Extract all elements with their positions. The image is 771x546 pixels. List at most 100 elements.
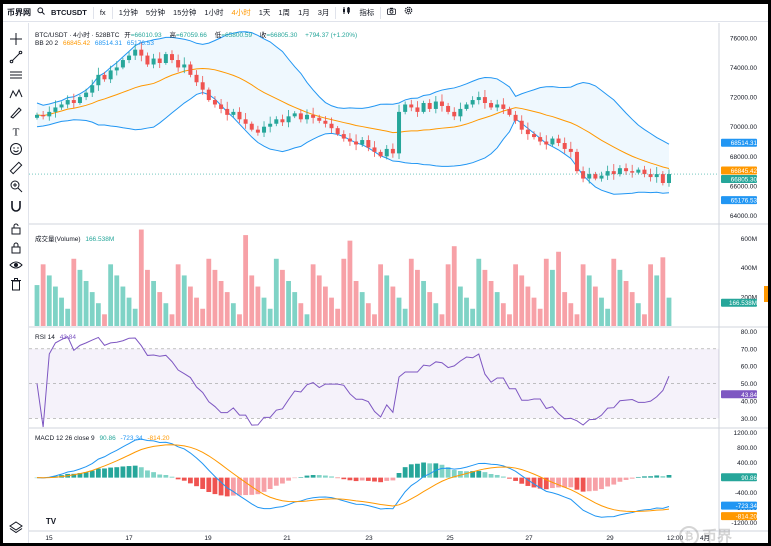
volume-bar: [642, 314, 647, 326]
macd-hist-bar: [83, 472, 89, 478]
trendline-icon[interactable]: [9, 50, 23, 64]
zoom-in-icon[interactable]: [9, 179, 23, 193]
tv-logo[interactable]: TV: [43, 514, 59, 528]
interval-4[interactable]: 4小时: [231, 7, 251, 17]
macd-hist-bar: [120, 466, 126, 478]
emoji-icon[interactable]: [9, 142, 23, 156]
interval-3[interactable]: 1小时: [204, 7, 224, 17]
bb-lower-line: [36, 92, 670, 195]
interval-7[interactable]: 1月: [298, 7, 310, 17]
volume-bar: [396, 297, 402, 326]
change-value: +794.37 (+1.20%): [305, 32, 358, 39]
chart-area[interactable]: 76000.00 74000.00 72000.00 70000.00 68000.00…: [29, 23, 768, 543]
lock-drawing-icon[interactable]: [9, 222, 23, 236]
macd-hist-bar: [464, 471, 469, 478]
macd-hist-bar: [237, 477, 242, 496]
candle-body: [280, 119, 285, 123]
candle-body: [654, 174, 659, 178]
volume-bar: [53, 286, 58, 326]
layers-icon[interactable]: [9, 520, 23, 534]
candle-body: [35, 114, 39, 118]
price-axis-label: 76000.00: [730, 35, 757, 42]
search-icon[interactable]: [35, 4, 47, 22]
candle-body: [421, 103, 426, 112]
horizontal-lines-icon[interactable]: [9, 68, 23, 82]
pattern-icon[interactable]: [9, 87, 23, 101]
chart-canvas[interactable]: 76000.00 74000.00 72000.00 70000.00 68000.00…: [29, 23, 768, 543]
bb-band-fill: [37, 31, 669, 195]
macd-hist-bar: [525, 477, 531, 486]
volume-bar: [599, 297, 604, 326]
interval-2[interactable]: 15分钟: [173, 7, 197, 17]
volume-bar: [537, 308, 543, 326]
macd-hist-bar: [427, 463, 433, 478]
svg-text:T: T: [13, 127, 20, 139]
candle-body: [133, 49, 138, 56]
macd-hist-bar: [605, 477, 611, 487]
volume-axis-label: 600M: [741, 236, 757, 243]
macd-hist-bar: [292, 477, 298, 479]
interval-8[interactable]: 3月: [317, 7, 330, 17]
macd-hist-bar: [482, 472, 488, 478]
app-window: 币界网 BTCUSDT fx 1分钟 5分钟 15分钟 1小时 4小时 1天 1周 1月 3月 …: [3, 4, 768, 543]
ruler-icon[interactable]: [9, 161, 23, 175]
camera-icon[interactable]: [383, 4, 400, 22]
macd-hist-bar: [513, 477, 519, 481]
pane-collapse-handle[interactable]: [764, 286, 768, 302]
candle-body: [409, 104, 414, 108]
candle-body: [630, 171, 635, 173]
candle-body: [47, 111, 52, 117]
macd-hist-bar: [507, 477, 512, 479]
macd-hist-bar: [329, 476, 334, 478]
settings-icon[interactable]: [400, 4, 417, 22]
lock-icon[interactable]: [9, 241, 23, 255]
macd-hist-bar: [611, 477, 617, 485]
volume-bar: [648, 264, 653, 326]
interval-5[interactable]: 1天: [258, 7, 271, 17]
candle-body: [108, 70, 113, 80]
volume-bar: [138, 229, 144, 326]
volume-bar: [464, 297, 469, 326]
chart-type-icon[interactable]: [338, 4, 355, 22]
volume-bar: [273, 258, 279, 326]
brush-icon[interactable]: [9, 105, 23, 119]
interval-1[interactable]: 5分钟: [145, 7, 166, 17]
price-axis-label: 64000.00: [730, 213, 757, 220]
volume-bar: [635, 303, 641, 326]
crosshair-icon[interactable]: [9, 32, 23, 46]
trash-icon[interactable]: [9, 277, 23, 291]
macd-hist-bar: [445, 467, 451, 478]
candle-body: [231, 111, 236, 115]
candle-body: [311, 114, 316, 118]
macd-hist-bar: [108, 467, 114, 478]
interval-0[interactable]: 1分钟: [118, 7, 138, 17]
symbol-button[interactable]: BTCUSDT: [51, 7, 87, 17]
candle-body: [427, 103, 432, 109]
volume-bar: [59, 297, 64, 326]
candle-body: [519, 120, 524, 130]
logo: 币界网: [7, 7, 31, 17]
macd-hist-bar: [347, 477, 353, 481]
divider: [380, 6, 382, 19]
volume-bar: [114, 275, 120, 326]
volume-bar: [298, 303, 304, 326]
candle-body: [581, 171, 586, 179]
interval-group: 1分钟 5分钟 15分钟 1小时 4小时 1天 1周 1月 3月: [115, 4, 334, 22]
magnet-icon[interactable]: [9, 199, 23, 213]
candle-body: [243, 119, 248, 124]
text-icon[interactable]: T: [9, 124, 23, 139]
volume-bar: [108, 264, 114, 326]
eye-icon[interactable]: [9, 258, 23, 272]
volume-bar: [65, 308, 71, 326]
macd-tag-signal: -723.34: [736, 503, 758, 510]
macd-hist-bar: [635, 476, 641, 478]
candle-body: [390, 148, 395, 154]
interval-6[interactable]: 1周: [278, 7, 291, 17]
macd-hist-bar: [132, 465, 138, 478]
macd-hist-bar: [200, 477, 206, 489]
candle-body: [525, 129, 530, 135]
candle-body: [397, 111, 402, 154]
indicators-button[interactable]: 指标: [359, 7, 375, 17]
candle-body: [562, 143, 567, 149]
indicator-fx-button[interactable]: fx: [99, 7, 106, 17]
